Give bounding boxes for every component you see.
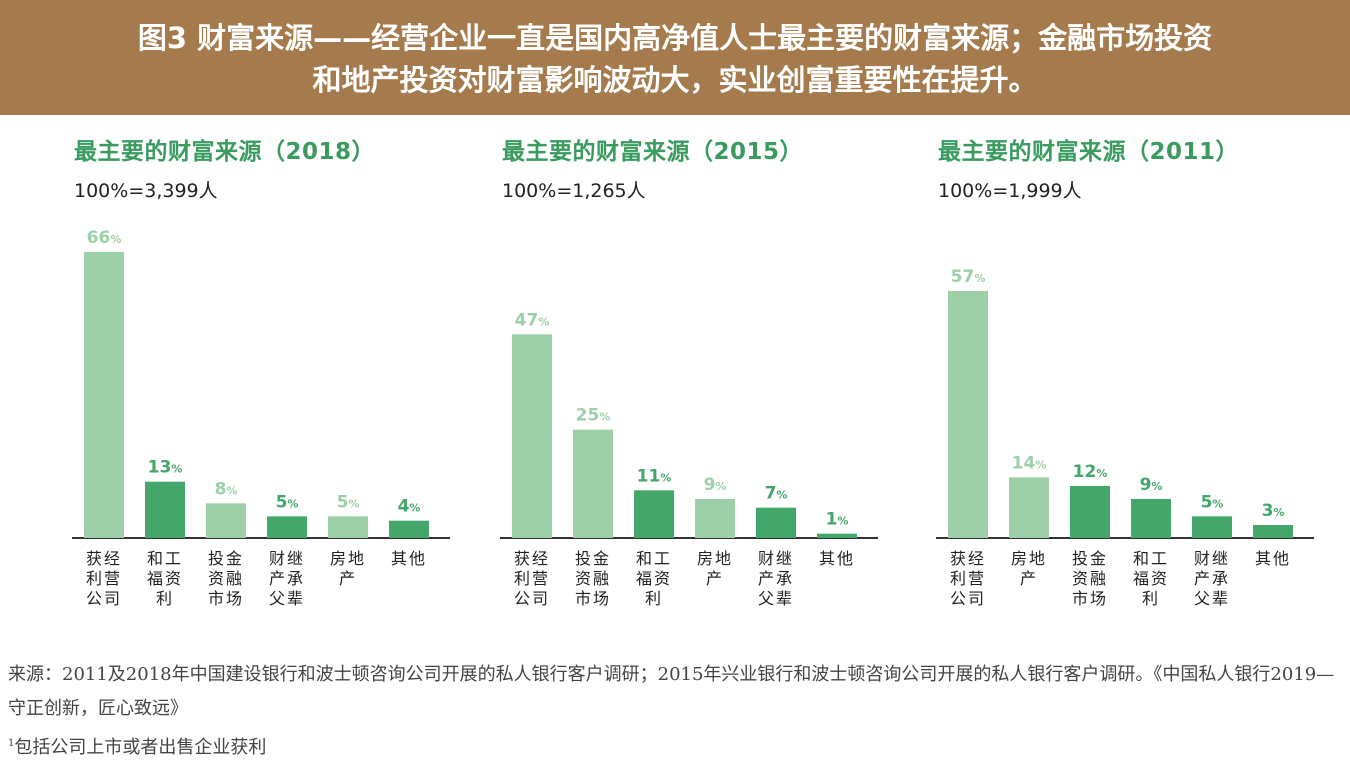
bar: [1131, 499, 1171, 538]
bar: [948, 291, 988, 538]
footnote-text: 包括公司上市或者出售企业获利: [14, 737, 267, 758]
data-label: 7%: [765, 484, 788, 504]
tick-label: 房地产: [1011, 549, 1047, 588]
tick-label: 财继产承父辈: [1194, 549, 1230, 608]
data-label: 11%: [637, 466, 672, 486]
bar: [84, 252, 124, 538]
data-label: 5%: [276, 492, 299, 512]
tick-label: 房地产: [697, 549, 733, 588]
tick-label: 其他: [391, 549, 427, 568]
header-line-2: 和地产投资对财富影响波动大，实业创富重要性在提升。: [312, 63, 1038, 97]
chart-panel-2015: 最主要的财富来源（2015） 100%=1,265人 47% 获经利营公司 25% 投…: [500, 118, 942, 638]
bar-chart-2018: 66% 获经利营公司 13% 和工福资利 8% 投金资融市场 5% 财继产承父辈 5% 房地产 4%…: [72, 228, 450, 608]
bar: [512, 334, 552, 538]
tick-label: 其他: [819, 549, 855, 568]
source-note: 来源：2011及2018年中国建设银行和波士顿咨询公司开展的私人银行客户调研；2…: [8, 664, 1335, 719]
bar: [756, 507, 796, 538]
bar: [328, 516, 368, 538]
tick-label: 获经利营公司: [86, 549, 122, 608]
tick-label: 财继产承父辈: [758, 549, 794, 608]
data-label: 1%: [826, 510, 849, 530]
bar: [634, 490, 674, 538]
bar-chart-2011: 57% 获经利营公司 14% 房地产 12% 投金资融市场 9% 和工福资利 5% 财继产承父辈 3…: [936, 267, 1314, 608]
chart-panel-2011: 最主要的财富来源（2011） 100%=1,999人 57% 获经利营公司 14% 房…: [936, 118, 1350, 638]
data-label: 9%: [1140, 475, 1163, 495]
tick-label: 获经利营公司: [950, 549, 986, 608]
data-label: 5%: [1201, 492, 1224, 512]
bar: [695, 499, 735, 538]
bar: [573, 429, 613, 538]
tick-label: 房地产: [330, 549, 366, 588]
chart-title: 最主要的财富来源（2011）: [938, 139, 1240, 165]
chart-panel-2018: 最主要的财富来源（2018） 100%=3,399人 66% 获经利营公司 13% 和…: [72, 118, 514, 638]
data-label: 12%: [1073, 462, 1108, 482]
data-label: 4%: [398, 497, 421, 517]
bar: [145, 481, 185, 538]
data-label: 47%: [515, 310, 550, 330]
chart-total: 100%=1,265人: [502, 180, 646, 202]
tick-label: 投金资融市场: [575, 549, 611, 608]
data-label: 66%: [87, 228, 122, 248]
data-label: 9%: [704, 475, 727, 495]
bar: [1009, 477, 1049, 538]
tick-label: 财继产承父辈: [269, 549, 305, 608]
data-label: 57%: [951, 267, 986, 287]
data-label: 25%: [576, 406, 611, 426]
bar-chart-2015: 47% 获经利营公司 25% 投金资融市场 11% 和工福资利 9% 房地产 7% 财继产承父辈 1…: [500, 310, 878, 608]
data-label: 14%: [1012, 453, 1047, 473]
chart-total: 100%=3,399人: [74, 180, 218, 202]
bar: [267, 516, 307, 538]
data-label: 5%: [337, 492, 360, 512]
tick-label: 投金资融市场: [208, 549, 244, 608]
tick-label: 投金资融市场: [1072, 549, 1108, 608]
header-line-1: 图3 财富来源——经营企业一直是国内高净值人士最主要的财富来源；金融市场投资: [137, 21, 1213, 55]
bar: [817, 533, 857, 538]
bar: [1070, 486, 1110, 538]
chart-total: 100%=1,999人: [938, 180, 1082, 202]
footnote-mark: 1: [8, 738, 15, 749]
tick-label: 获经利营公司: [514, 549, 550, 608]
tick-label: 和工福资利: [636, 549, 672, 608]
data-label: 13%: [148, 458, 183, 478]
bar: [206, 503, 246, 538]
chart-title: 最主要的财富来源（2015）: [502, 139, 804, 165]
figure-header: 图3 财富来源——经营企业一直是国内高净值人士最主要的财富来源；金融市场投资 和…: [0, 0, 1350, 115]
data-label: 3%: [1262, 501, 1285, 521]
bar: [1192, 516, 1232, 538]
bar: [389, 520, 429, 538]
chart-title: 最主要的财富来源（2018）: [74, 139, 376, 165]
tick-label: 其他: [1255, 549, 1291, 568]
data-label: 8%: [215, 479, 238, 499]
tick-label: 和工福资利: [1133, 549, 1169, 608]
bar: [1253, 525, 1293, 538]
footnote: 1包括公司上市或者出售企业获利: [8, 733, 266, 759]
tick-label: 和工福资利: [147, 549, 183, 608]
